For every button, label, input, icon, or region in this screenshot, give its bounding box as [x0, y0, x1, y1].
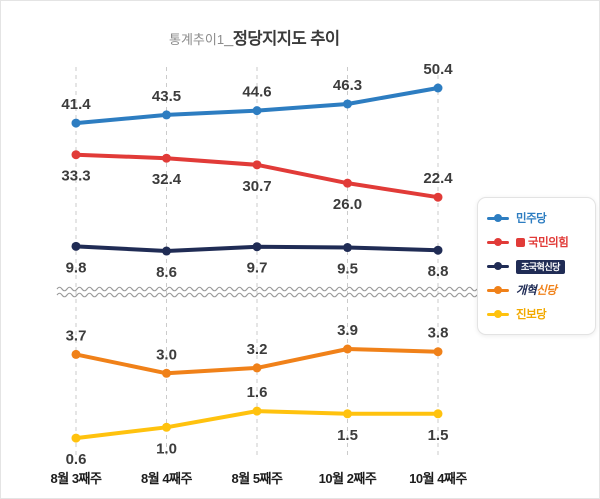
data-point: [71, 349, 81, 359]
chart-title: 통계추이1_정당지지도 추이: [169, 25, 340, 49]
value-label: 1.6: [247, 384, 268, 401]
data-point: [162, 368, 171, 378]
value-label: 8.6: [156, 264, 177, 281]
x-axis-label: 10월 4째주: [409, 471, 467, 486]
value-label: 1.0: [156, 440, 177, 457]
data-point: [252, 406, 262, 416]
x-axis-label: 10월 2째주: [319, 471, 377, 486]
chart-title-main: _정당지지도 추이: [224, 30, 340, 48]
data-point: [162, 153, 171, 163]
value-label: 3.9: [337, 322, 358, 339]
data-point: [433, 409, 443, 419]
legend-item-민주당: 민주당: [487, 206, 586, 230]
legend-item-국민의힘: 국민의힘: [487, 230, 586, 254]
value-label: 3.2: [247, 341, 268, 358]
data-point: [433, 83, 443, 93]
value-label: 50.4: [423, 61, 453, 78]
data-point: [343, 178, 352, 188]
axis-break-wave: [56, 286, 478, 292]
legend-dot-icon: [494, 286, 502, 294]
value-label: 46.3: [333, 77, 362, 94]
data-point: [252, 160, 262, 170]
legend-label: 조국혁신당: [516, 259, 565, 274]
legend-line-marker-icon: [487, 286, 509, 294]
legend-line-marker-icon: [487, 310, 509, 318]
data-point: [343, 243, 352, 253]
value-label: 3.8: [428, 325, 449, 342]
data-point: [433, 192, 443, 202]
data-point: [433, 245, 443, 255]
legend-line-marker-icon: [487, 262, 509, 270]
data-point: [71, 241, 81, 251]
data-point: [343, 99, 352, 109]
legend-item-조국혁신당: 조국혁신당: [487, 254, 586, 278]
value-label: 3.0: [156, 346, 177, 363]
data-point: [343, 344, 352, 354]
data-point: [162, 422, 171, 432]
legend-line-marker-icon: [487, 238, 509, 246]
legend-label: 진보당: [516, 309, 547, 321]
value-label: 1.5: [337, 427, 358, 444]
data-point: [252, 242, 262, 252]
data-point: [71, 150, 81, 160]
value-label: 9.7: [247, 260, 268, 277]
data-point: [71, 433, 81, 443]
legend-label: 민주당: [516, 213, 547, 225]
legend-item-진보당: 진보당: [487, 302, 586, 326]
legend-dot-icon: [494, 310, 502, 318]
value-label: 8.8: [428, 263, 449, 280]
value-label: 30.7: [242, 178, 271, 195]
value-label: 22.4: [423, 170, 453, 187]
legend-dot-icon: [494, 214, 502, 222]
legend-dot-icon: [494, 238, 502, 246]
data-point: [71, 118, 81, 128]
value-label: 33.3: [61, 168, 90, 185]
value-label: 9.8: [66, 259, 87, 276]
data-point: [252, 363, 262, 373]
value-label: 9.5: [337, 261, 358, 278]
x-axis-label: 8월 3째주: [51, 471, 102, 486]
legend-label: 개혁신당: [516, 285, 557, 297]
legend-line-marker-icon: [487, 214, 509, 222]
legend-label: 국민의힘: [516, 234, 569, 250]
value-label: 3.7: [66, 327, 87, 344]
value-label: 32.4: [152, 171, 182, 188]
value-label: 1.5: [428, 427, 449, 444]
party-emblem-icon: [516, 238, 525, 247]
legend-item-개혁신당: 개혁신당: [487, 278, 586, 302]
value-label: 41.4: [61, 96, 91, 113]
data-point: [343, 409, 352, 419]
data-point: [252, 106, 262, 116]
chart-title-prefix: 통계추이1: [169, 32, 225, 47]
data-point: [162, 110, 171, 120]
value-label: 44.6: [242, 84, 271, 101]
data-point: [162, 246, 171, 256]
data-point: [433, 347, 443, 357]
legend-dot-icon: [494, 262, 502, 270]
x-axis-label: 8월 5째주: [232, 471, 283, 486]
axis-break-wave: [56, 292, 478, 298]
value-label: 0.6: [66, 451, 87, 468]
value-label: 43.5: [152, 88, 181, 105]
x-axis-label: 8월 4째주: [141, 471, 192, 486]
value-label: 26.0: [333, 196, 362, 213]
legend-badge: 조국혁신당: [516, 259, 565, 274]
